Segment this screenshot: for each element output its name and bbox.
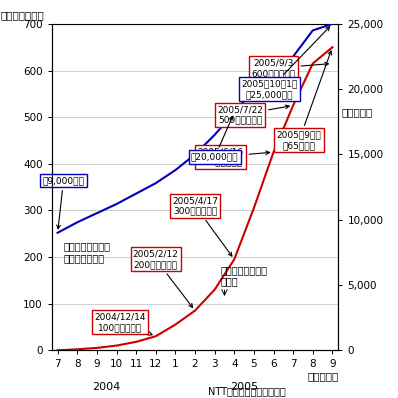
- Text: 2005年9月末
約65万契約: 2005年9月末 約65万契約: [277, 51, 332, 150]
- Text: 約20,000店舗: 約20,000店舗: [191, 116, 238, 162]
- Text: 2005: 2005: [230, 382, 258, 392]
- Text: 2005/6/16
400万契約突破: 2005/6/16 400万契約突破: [197, 147, 269, 166]
- Text: 2005年10月1日
約25,000店舗: 2005年10月1日 約25,000店舗: [242, 27, 330, 99]
- Text: 約9,000店舗: 約9,000店舗: [43, 176, 84, 229]
- Text: おサイフケータイ
契約数: おサイフケータイ 契約数: [220, 265, 267, 287]
- Text: （年・月）: （年・月）: [307, 371, 338, 381]
- Text: 2004/12/14
100万契約突破: 2004/12/14 100万契約突破: [95, 312, 152, 335]
- Text: 2005/9/3
600万契約突破: 2005/9/3 600万契約突破: [252, 59, 328, 78]
- Text: 2005/7/22
500万契約突破: 2005/7/22 500万契約突破: [217, 105, 289, 125]
- Text: （契約数／万）: （契約数／万）: [0, 11, 44, 21]
- Text: （店舗数）: （店舗数）: [341, 107, 373, 117]
- Text: 2005/2/12
200万契約突破: 2005/2/12 200万契約突破: [133, 250, 193, 307]
- Text: おサイフケータイ
利用可能店舗数: おサイフケータイ 利用可能店舗数: [64, 242, 111, 263]
- Text: NTTドコモ資料により作成: NTTドコモ資料により作成: [208, 386, 286, 396]
- Text: 2004: 2004: [93, 382, 121, 392]
- Text: 2005/4/17
300万契約突破: 2005/4/17 300万契約突破: [172, 196, 232, 256]
